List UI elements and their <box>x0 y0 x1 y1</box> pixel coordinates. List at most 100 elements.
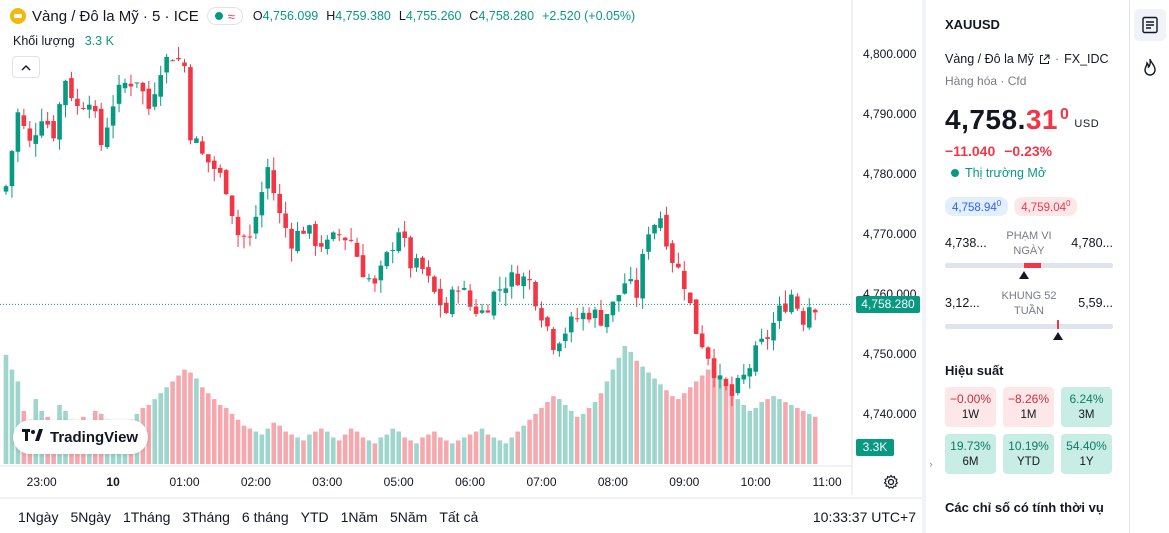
panel-symbol-name: Vàng / Đô la Mỹ · FX_IDC <box>945 52 1125 66</box>
volume-bar <box>741 405 747 464</box>
perf-value: −8.26% <box>1007 392 1050 406</box>
candle-body <box>188 67 193 141</box>
candle-body <box>574 318 580 320</box>
volume-bar <box>473 431 479 464</box>
volume-bar <box>444 440 449 464</box>
perf-label: 3M <box>1078 409 1095 421</box>
volume-bar <box>515 431 520 464</box>
candle-body <box>301 230 306 234</box>
tradingview-logo[interactable]: TradingView <box>13 420 149 454</box>
volume-bar <box>795 407 800 464</box>
volume-bar <box>551 396 556 464</box>
candle-body <box>128 83 134 87</box>
candle-body <box>348 239 354 241</box>
range-6m-button[interactable]: 6 tháng <box>241 508 289 525</box>
ohlc-values: O4,756.099 H4,759.380 L4,755.260 C4,758.… <box>253 9 635 23</box>
symbol-full-name[interactable]: Vàng / Đô la Mỹ <box>945 52 1034 66</box>
price-superscript: 0 <box>1060 106 1070 123</box>
open-label: O <box>252 9 263 23</box>
volume-legend[interactable]: Khối lượng 3.3 K <box>13 34 114 48</box>
candle-body <box>622 283 628 294</box>
volume-bar <box>521 425 526 464</box>
x-tick-label: 23:00 <box>27 475 57 489</box>
volume-bar <box>777 399 782 464</box>
panel-symbol[interactable]: XAUUSD <box>945 17 1000 32</box>
volume-bar <box>747 410 753 464</box>
volume-bar <box>146 405 152 464</box>
perf-cell-1w[interactable]: −0.00% 1W <box>945 387 996 427</box>
hotlists-button[interactable] <box>1134 52 1166 84</box>
open-value: 4,756.099 <box>262 9 319 23</box>
week52-range: 3,12... KHUNG 52 TUẦN 5,59... <box>945 289 1113 341</box>
volume-bar <box>241 425 247 464</box>
watchlist-details-button[interactable] <box>1134 9 1166 41</box>
candle-body <box>206 154 211 163</box>
candle-body <box>164 56 169 73</box>
perf-cell-ytd[interactable]: 10.19% YTD <box>1003 434 1054 474</box>
candle-body <box>229 195 235 217</box>
candle-body <box>3 186 9 192</box>
chart-settings-button[interactable] <box>881 472 901 492</box>
performance-title[interactable]: Hiệu suất <box>945 363 1004 378</box>
perf-cell-1y[interactable]: 54.40% 1Y <box>1061 434 1112 474</box>
perf-cell-1m[interactable]: −8.26% 1M <box>1003 387 1054 427</box>
volume-bar <box>414 443 419 464</box>
x-tick-label: 09:00 <box>669 475 699 489</box>
volume-bar <box>325 431 330 464</box>
exchange-name[interactable]: FX_IDC <box>1064 52 1109 66</box>
price-chart[interactable]: 4,800.0004,790.0004,780.0004,770.0004,76… <box>0 0 922 533</box>
bid-price: 4,758.940 <box>945 197 1009 216</box>
range-1d-button[interactable]: 1Ngày <box>18 508 59 525</box>
seasonals-title[interactable]: Các chỉ số có tính thời vụ <box>945 500 1104 515</box>
candle-body <box>116 84 122 104</box>
volume-bar <box>479 428 485 464</box>
external-link-icon[interactable] <box>1039 54 1050 65</box>
range-1y-button[interactable]: 1Năm <box>340 508 378 525</box>
volume-bar <box>295 437 300 464</box>
day-range: 4,738... PHẠM VI NGÀY 4,780... <box>945 229 1113 279</box>
timezone-clock[interactable]: 10:33:37 UTC+7 <box>812 508 916 525</box>
perf-cell-3m[interactable]: 6.24% 3M <box>1061 387 1112 427</box>
candle-body <box>194 138 199 143</box>
candle-body <box>568 316 574 333</box>
volume-bar <box>467 434 473 464</box>
volume-bar <box>503 443 509 464</box>
x-tick-label: 10:00 <box>741 475 771 489</box>
candle-body <box>676 263 681 268</box>
volume-bar <box>652 378 657 464</box>
candle-body <box>81 108 86 110</box>
candle-body <box>557 343 562 352</box>
volume-bar <box>812 416 818 464</box>
details-list-icon <box>1142 16 1158 34</box>
range-5y-button[interactable]: 5Năm <box>389 508 428 525</box>
chevron-up-icon <box>21 64 31 70</box>
candle-body <box>98 108 104 146</box>
chart-pane[interactable]: 4,800.000 4,790.000 4,780.000 4,770.000 4,76… <box>0 0 922 533</box>
change-value: +2.520 (+0.05%) <box>542 9 636 23</box>
collapse-side-panel-button[interactable]: › <box>929 459 933 469</box>
market-status-pill[interactable]: ≈ <box>206 7 243 25</box>
candle-body <box>449 289 455 315</box>
perf-cell-6m[interactable]: 19.73% 6M <box>945 434 996 474</box>
panel-price: 4,758. 31 0 USD <box>945 104 1099 136</box>
range-1m-button[interactable]: 1Tháng <box>122 508 171 525</box>
candle-body <box>741 374 747 380</box>
volume-bar <box>235 419 241 464</box>
volume-bar <box>188 372 193 464</box>
candle-body <box>735 378 741 394</box>
range-5d-button[interactable]: 5Ngày <box>70 508 111 525</box>
range-all-button[interactable]: Tất cả <box>439 508 479 525</box>
volume-bar <box>783 402 788 464</box>
candle-body <box>783 303 788 312</box>
perf-label: 6M <box>962 456 979 468</box>
symbol-title[interactable]: Vàng / Đô la Mỹ · 5 · ICE <box>32 7 199 25</box>
day-range-label-line1: PHẠM VI <box>1006 230 1052 242</box>
volume-bar <box>408 440 413 464</box>
collapse-legend-button[interactable] <box>12 56 40 78</box>
volume-bar <box>247 428 253 464</box>
candle-body <box>563 333 568 342</box>
volume-bar <box>307 434 312 464</box>
range-ytd-button[interactable]: YTD <box>300 508 329 525</box>
market-status[interactable]: Thị trường Mở <box>951 166 1046 180</box>
range-3m-button[interactable]: 3Tháng <box>182 508 230 525</box>
